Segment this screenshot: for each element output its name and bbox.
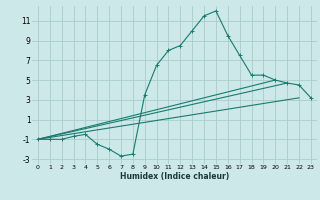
X-axis label: Humidex (Indice chaleur): Humidex (Indice chaleur) [120,172,229,181]
